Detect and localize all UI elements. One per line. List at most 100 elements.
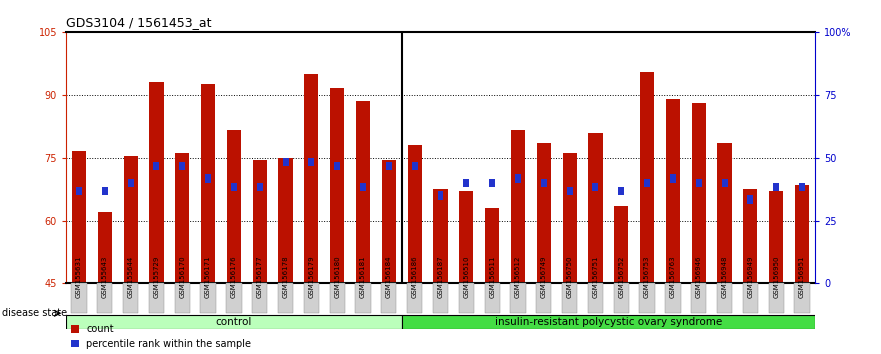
FancyBboxPatch shape xyxy=(402,315,815,329)
Text: GSM156948: GSM156948 xyxy=(722,256,728,298)
Text: GSM156178: GSM156178 xyxy=(283,256,289,298)
Bar xyxy=(799,183,805,191)
FancyBboxPatch shape xyxy=(355,284,371,313)
FancyBboxPatch shape xyxy=(768,284,784,313)
Bar xyxy=(283,158,289,166)
Bar xyxy=(153,162,159,170)
Bar xyxy=(670,175,676,183)
FancyBboxPatch shape xyxy=(66,315,402,329)
Text: GSM156184: GSM156184 xyxy=(386,256,392,298)
Text: insulin-resistant polycystic ovary syndrome: insulin-resistant polycystic ovary syndr… xyxy=(495,317,722,327)
Bar xyxy=(541,179,547,187)
FancyBboxPatch shape xyxy=(510,284,526,313)
Bar xyxy=(102,187,107,195)
FancyBboxPatch shape xyxy=(717,284,732,313)
Bar xyxy=(360,183,366,191)
FancyBboxPatch shape xyxy=(329,284,344,313)
Bar xyxy=(722,179,728,187)
Legend: count, percentile rank within the sample: count, percentile rank within the sample xyxy=(71,324,251,349)
Bar xyxy=(566,187,573,195)
Bar xyxy=(330,88,344,284)
Text: GSM156179: GSM156179 xyxy=(308,256,315,298)
FancyBboxPatch shape xyxy=(614,284,629,313)
Text: GSM156170: GSM156170 xyxy=(179,256,185,298)
FancyBboxPatch shape xyxy=(562,284,577,313)
Bar xyxy=(717,143,731,284)
Bar xyxy=(98,212,112,284)
Bar xyxy=(696,179,701,187)
FancyBboxPatch shape xyxy=(174,284,190,313)
Bar xyxy=(334,162,340,170)
Bar xyxy=(205,175,211,183)
Text: GSM156951: GSM156951 xyxy=(799,256,805,298)
FancyBboxPatch shape xyxy=(149,284,164,313)
Text: GSM156946: GSM156946 xyxy=(696,256,702,298)
FancyBboxPatch shape xyxy=(665,284,680,313)
Text: GSM156180: GSM156180 xyxy=(334,256,340,298)
Text: GSM156171: GSM156171 xyxy=(205,256,211,298)
Bar xyxy=(747,195,753,204)
FancyBboxPatch shape xyxy=(588,284,603,313)
Bar xyxy=(253,160,267,284)
Bar xyxy=(381,160,396,284)
FancyBboxPatch shape xyxy=(123,284,138,313)
Bar xyxy=(666,99,680,284)
Bar xyxy=(592,183,598,191)
FancyBboxPatch shape xyxy=(407,284,422,313)
FancyBboxPatch shape xyxy=(226,284,241,313)
Text: GSM156751: GSM156751 xyxy=(592,256,598,298)
FancyBboxPatch shape xyxy=(691,284,707,313)
Text: GSM156749: GSM156749 xyxy=(541,256,547,298)
FancyBboxPatch shape xyxy=(485,284,500,313)
Bar xyxy=(175,154,189,284)
FancyBboxPatch shape xyxy=(459,284,474,313)
Bar xyxy=(76,187,82,195)
Text: GSM155643: GSM155643 xyxy=(102,256,107,298)
FancyBboxPatch shape xyxy=(252,284,267,313)
Text: disease state: disease state xyxy=(2,308,67,318)
Text: control: control xyxy=(216,317,252,327)
Bar xyxy=(692,103,706,284)
Text: GSM156750: GSM156750 xyxy=(566,256,573,298)
Bar xyxy=(489,179,495,187)
Bar xyxy=(308,158,315,166)
Bar xyxy=(356,101,370,284)
Text: GSM156177: GSM156177 xyxy=(256,256,263,298)
FancyBboxPatch shape xyxy=(304,284,319,313)
Bar xyxy=(644,179,650,187)
FancyBboxPatch shape xyxy=(743,284,758,313)
Text: GSM155631: GSM155631 xyxy=(76,256,82,298)
Text: GSM156186: GSM156186 xyxy=(411,256,418,298)
Text: GSM156181: GSM156181 xyxy=(360,256,366,298)
Bar xyxy=(411,162,418,170)
Bar xyxy=(795,185,809,284)
Text: GSM156950: GSM156950 xyxy=(774,256,779,298)
Bar xyxy=(304,74,319,284)
Bar xyxy=(589,132,603,284)
Bar xyxy=(386,162,392,170)
Bar xyxy=(150,82,164,284)
FancyBboxPatch shape xyxy=(97,284,113,313)
Bar xyxy=(618,187,625,195)
FancyBboxPatch shape xyxy=(278,284,293,313)
FancyBboxPatch shape xyxy=(537,284,552,313)
Text: GDS3104 / 1561453_at: GDS3104 / 1561453_at xyxy=(66,16,211,29)
Bar xyxy=(614,206,628,284)
FancyBboxPatch shape xyxy=(795,284,810,313)
Bar xyxy=(485,208,500,284)
Text: GSM156510: GSM156510 xyxy=(463,256,470,298)
Bar xyxy=(774,183,779,191)
FancyBboxPatch shape xyxy=(381,284,396,313)
Text: GSM156511: GSM156511 xyxy=(489,256,495,298)
Bar xyxy=(640,72,655,284)
Bar xyxy=(72,152,86,284)
FancyBboxPatch shape xyxy=(201,284,216,313)
Bar xyxy=(744,189,758,284)
FancyBboxPatch shape xyxy=(640,284,655,313)
Text: GSM155729: GSM155729 xyxy=(153,256,159,298)
Bar xyxy=(463,179,470,187)
Text: GSM156753: GSM156753 xyxy=(644,256,650,298)
Text: GSM156752: GSM156752 xyxy=(618,256,625,298)
Text: GSM156187: GSM156187 xyxy=(438,256,443,298)
Bar xyxy=(278,158,292,284)
